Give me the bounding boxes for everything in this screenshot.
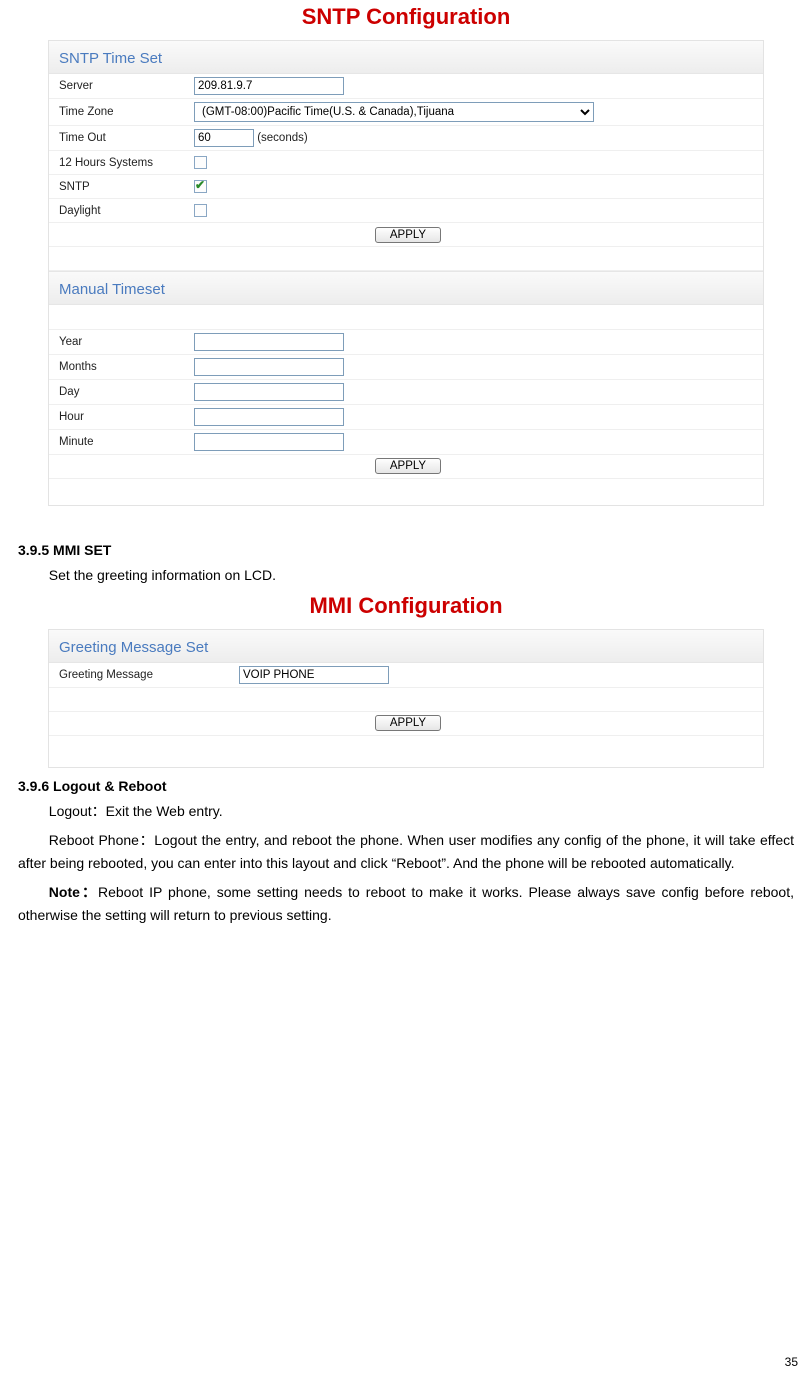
day-input[interactable]: [194, 383, 344, 401]
manual-form: Year Months Day Hour Minute APPLY: [49, 305, 763, 479]
h12-checkbox[interactable]: [194, 156, 207, 169]
mmi-apply-button[interactable]: APPLY: [375, 715, 441, 731]
minute-input[interactable]: [194, 433, 344, 451]
doc-396-note: Note：Reboot IP phone, some setting needs…: [18, 881, 794, 927]
mmi-apply-cell: APPLY: [49, 711, 763, 735]
day-label: Day: [49, 379, 184, 404]
sntp-cell: [184, 175, 763, 199]
tz-select[interactable]: (GMT-08:00)Pacific Time(U.S. & Canada),T…: [194, 102, 594, 122]
sntp-section2-head: Manual Timeset: [49, 271, 763, 305]
server-cell: [184, 74, 763, 99]
mmi-form: Greeting Message APPLY: [49, 663, 763, 760]
doc-396-heading: 3.9.6 Logout & Reboot: [18, 778, 794, 794]
tz-label: Time Zone: [49, 99, 184, 126]
hour-input[interactable]: [194, 408, 344, 426]
hour-label: Hour: [49, 404, 184, 429]
sntp-section1-head: SNTP Time Set: [49, 41, 763, 74]
server-input[interactable]: [194, 77, 344, 95]
daylight-label: Daylight: [49, 199, 184, 223]
year-input[interactable]: [194, 333, 344, 351]
daylight-cell: [184, 199, 763, 223]
timeout-label: Time Out: [49, 126, 184, 151]
year-label: Year: [49, 329, 184, 354]
daylight-checkbox[interactable]: [194, 204, 207, 217]
sntp-checkbox[interactable]: [194, 180, 207, 193]
sntp-title: SNTP Configuration: [18, 4, 794, 30]
apply1-cell: APPLY: [49, 223, 763, 247]
apply2-button[interactable]: APPLY: [375, 458, 441, 474]
sntp-form: Server Time Zone (GMT-08:00)Pacific Time…: [49, 74, 763, 271]
doc-396-p2: Reboot Phone：Logout the entry, and reboo…: [18, 829, 794, 875]
doc-395-heading: 3.9.5 MMI SET: [18, 542, 794, 558]
mmi-title: MMI Configuration: [18, 593, 794, 619]
sntp-label: SNTP: [49, 175, 184, 199]
doc-395-text: Set the greeting information on LCD.: [18, 564, 794, 587]
note-body: Reboot IP phone, some setting needs to r…: [18, 884, 794, 923]
h12-cell: [184, 151, 763, 175]
greet-input[interactable]: [239, 666, 389, 684]
note-label: Note：: [49, 884, 98, 900]
mmi-panel: Greeting Message Set Greeting Message AP…: [48, 629, 764, 769]
greet-label: Greeting Message: [49, 663, 229, 688]
minute-label: Minute: [49, 429, 184, 454]
timeout-suffix: (seconds): [257, 132, 308, 144]
apply2-cell: APPLY: [49, 454, 763, 478]
months-input[interactable]: [194, 358, 344, 376]
timeout-cell: (seconds): [184, 126, 763, 151]
apply1-button[interactable]: APPLY: [375, 227, 441, 243]
timeout-input[interactable]: [194, 129, 254, 147]
doc-396-p1: Logout：Exit the Web entry.: [18, 800, 794, 823]
server-label: Server: [49, 74, 184, 99]
months-label: Months: [49, 354, 184, 379]
page-number: 35: [785, 1355, 798, 1369]
mmi-section-head: Greeting Message Set: [49, 630, 763, 663]
sntp-panel: SNTP Time Set Server Time Zone (GMT-08:0…: [48, 40, 764, 506]
tz-cell: (GMT-08:00)Pacific Time(U.S. & Canada),T…: [184, 99, 763, 126]
h12-label: 12 Hours Systems: [49, 151, 184, 175]
